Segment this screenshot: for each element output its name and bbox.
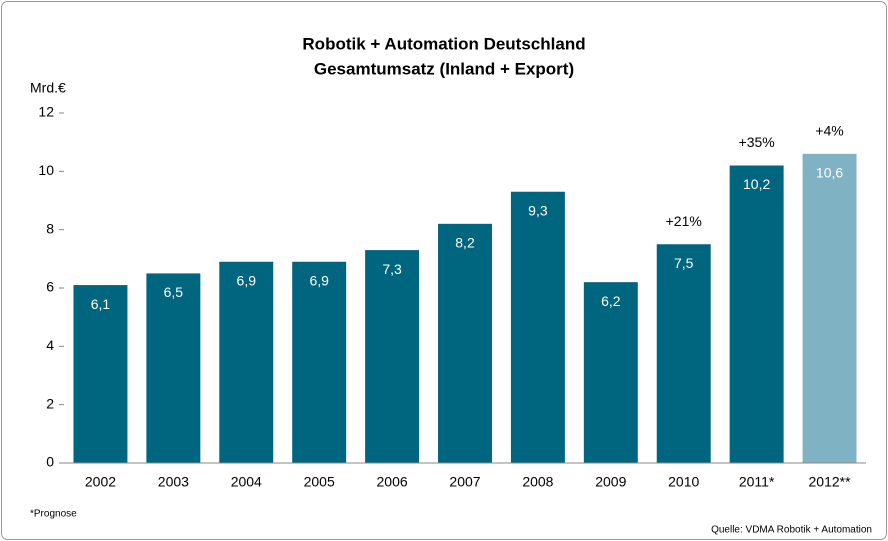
footnote: *Prognose bbox=[30, 509, 77, 520]
value-label: 10,6 bbox=[816, 165, 843, 181]
x-tick-label: 2010 bbox=[668, 474, 699, 490]
bar bbox=[510, 191, 565, 463]
growth-label: +35% bbox=[739, 134, 775, 150]
value-label: 6,9 bbox=[237, 272, 257, 288]
y-tick-label: 10 bbox=[38, 162, 54, 178]
value-label: 8,2 bbox=[455, 235, 475, 251]
bar bbox=[802, 153, 857, 464]
y-tick-label: 8 bbox=[46, 220, 54, 236]
growth-label: +21% bbox=[666, 213, 702, 229]
y-tick-label: 6 bbox=[46, 279, 54, 295]
bar bbox=[73, 285, 128, 463]
x-tick-label: 2005 bbox=[304, 474, 335, 490]
x-tick-label: 2004 bbox=[231, 474, 262, 490]
bar bbox=[219, 261, 274, 463]
growth-label: +4% bbox=[815, 123, 843, 139]
value-label: 10,2 bbox=[743, 176, 770, 192]
x-tick-label: 2009 bbox=[595, 474, 626, 490]
chart-title: Robotik + Automation Deutschland bbox=[302, 34, 585, 53]
y-tick-label: 2 bbox=[46, 395, 54, 411]
value-label: 6,5 bbox=[164, 284, 184, 300]
value-label: 6,1 bbox=[91, 296, 111, 312]
source: Quelle: VDMA Robotik + Automation bbox=[711, 525, 872, 536]
y-tick-label: 4 bbox=[46, 337, 54, 353]
x-tick-label: 2003 bbox=[158, 474, 189, 490]
x-tick-label: 2006 bbox=[377, 474, 408, 490]
y-axis-label: Mrd.€ bbox=[30, 80, 66, 96]
bar bbox=[292, 261, 347, 463]
x-tick-label: 2012** bbox=[809, 474, 852, 490]
x-tick-label: 2011* bbox=[739, 474, 775, 490]
value-label: 9,3 bbox=[528, 202, 548, 218]
bar bbox=[729, 165, 784, 463]
chart-subtitle: Gesamtumsatz (Inland + Export) bbox=[314, 59, 574, 78]
bar bbox=[438, 223, 492, 463]
x-tick-label: 2008 bbox=[522, 474, 553, 490]
y-tick-label: 12 bbox=[38, 104, 54, 120]
value-label: 6,9 bbox=[309, 272, 329, 288]
bar bbox=[365, 250, 420, 463]
value-label: 6,2 bbox=[601, 293, 621, 309]
bar bbox=[656, 244, 711, 463]
bar bbox=[583, 282, 638, 463]
y-tick-label: 0 bbox=[46, 454, 54, 470]
value-label: 7,3 bbox=[382, 261, 402, 277]
x-tick-label: 2002 bbox=[85, 474, 116, 490]
bar bbox=[146, 273, 201, 463]
x-tick-label: 2007 bbox=[449, 474, 480, 490]
value-label: 7,5 bbox=[674, 255, 694, 271]
